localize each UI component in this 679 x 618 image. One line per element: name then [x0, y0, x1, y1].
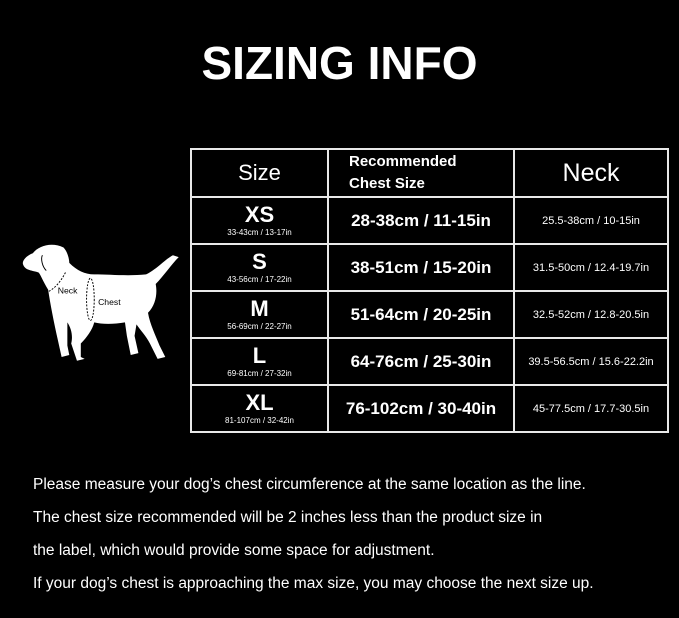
measurement-notes: Please measure your dog’s chest circumfe… — [33, 468, 594, 600]
size-label: XL — [245, 390, 274, 415]
neck-cell: 39.5-56.5cm / 15.6-22.2in — [513, 337, 669, 386]
chest-cell: 64-76cm / 25-30in — [327, 337, 515, 386]
size-cell: M 56-69cm / 22-27in — [190, 290, 329, 339]
table-row: M 56-69cm / 22-27in 51-64cm / 20-25in 32.… — [190, 290, 669, 339]
size-cell: XL 81-107cm / 32-42in — [190, 384, 329, 433]
chest-cell: 28-38cm / 11-15in — [327, 196, 515, 245]
chest-cell: 76-102cm / 30-40in — [327, 384, 515, 433]
size-label: XS — [244, 202, 275, 227]
table-row: L 69-81cm / 27-32in 64-76cm / 25-30in 39.… — [190, 337, 669, 386]
dog-diagram: Neck Chest — [22, 244, 179, 361]
neck-cell: 32.5-52cm / 12.8-20.5in — [513, 290, 669, 339]
header-neck: Neck — [513, 148, 669, 198]
header-chest: Recommended Chest Size — [327, 148, 515, 198]
sizing-table: Size Recommended Chest Size Neck XS 33-43c… — [190, 148, 669, 433]
neck-cell: 25.5-38cm / 10-15in — [513, 196, 669, 245]
size-label: M — [250, 296, 269, 321]
size-label: S — [252, 249, 267, 274]
neck-cell: 31.5-50cm / 12.4-19.7in — [513, 243, 669, 292]
neck-label: Neck — [58, 286, 78, 296]
size-range: 43-56cm / 17-22in — [227, 275, 292, 284]
table-row: S 43-56cm / 17-22in 38-51cm / 15-20in 31.… — [190, 243, 669, 292]
size-range: 33-43cm / 13-17in — [227, 228, 292, 237]
chest-cell: 51-64cm / 20-25in — [327, 290, 515, 339]
note-line: Please measure your dog’s chest circumfe… — [33, 476, 586, 493]
size-cell: S 43-56cm / 17-22in — [190, 243, 329, 292]
chest-cell: 38-51cm / 15-20in — [327, 243, 515, 292]
note-line: the label, which would provide some spac… — [33, 542, 435, 559]
neck-cell: 45-77.5cm / 17.7-30.5in — [513, 384, 669, 433]
note-line: The chest size recommended will be 2 inc… — [33, 509, 543, 526]
table-row: XL 81-107cm / 32-42in 76-102cm / 30-40in … — [190, 384, 669, 433]
size-range: 56-69cm / 22-27in — [227, 322, 292, 331]
size-range: 69-81cm / 27-32in — [227, 369, 292, 378]
size-cell: L 69-81cm / 27-32in — [190, 337, 329, 386]
table-header-row: Size Recommended Chest Size Neck — [190, 148, 669, 198]
header-chest-line1: Recommended — [349, 153, 457, 170]
dog-silhouette-icon — [22, 244, 179, 361]
table-row: XS 33-43cm / 13-17in 28-38cm / 11-15in 25… — [190, 196, 669, 245]
header-chest-line2: Chest Size — [349, 175, 425, 192]
size-range: 81-107cm / 32-42in — [225, 416, 294, 425]
note-line: If your dog’s chest is approaching the m… — [33, 575, 594, 592]
header-size: Size — [190, 148, 329, 198]
size-cell: XS 33-43cm / 13-17in — [190, 196, 329, 245]
page-title: SIZING INFO — [201, 37, 478, 89]
chest-label: Chest — [98, 297, 121, 307]
size-label: L — [252, 343, 267, 368]
